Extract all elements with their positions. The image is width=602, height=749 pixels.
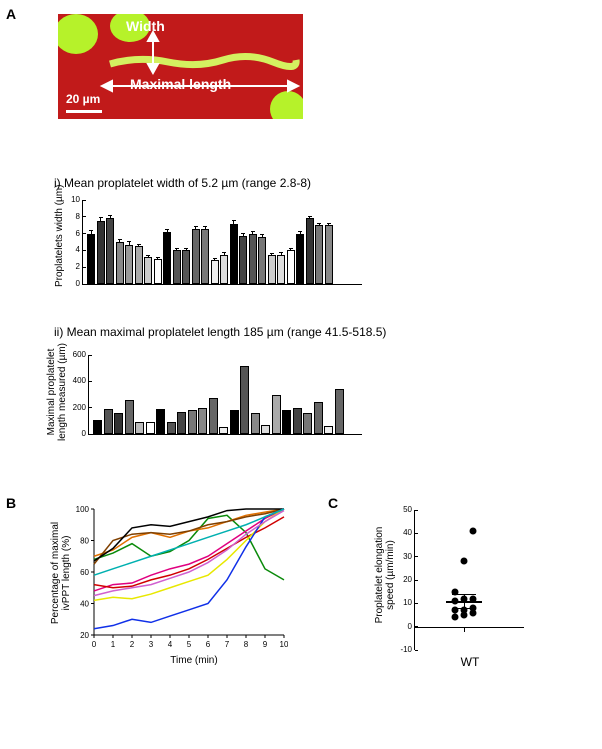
bar <box>135 246 143 284</box>
bar <box>230 410 239 434</box>
svg-text:6: 6 <box>206 640 211 649</box>
svg-text:0: 0 <box>92 640 97 649</box>
bar <box>282 410 291 434</box>
chart-c-area: -1001020304050 <box>414 510 524 650</box>
scale-label: 20 µm <box>66 92 100 106</box>
bar <box>201 229 209 284</box>
bar <box>277 255 285 284</box>
bar <box>144 257 152 284</box>
bar <box>87 234 95 284</box>
bar <box>287 250 295 284</box>
chart-ii: Maximal proplatelet length measured (µm)… <box>58 350 368 445</box>
chart-b-svg: 20 40 60 80 100 0 1 2 3 4 5 6 7 8 9 10 <box>58 505 288 655</box>
svg-text:7: 7 <box>225 640 230 649</box>
data-point <box>452 614 459 621</box>
svg-text:9: 9 <box>263 640 268 649</box>
bar <box>315 225 323 284</box>
bar <box>240 366 249 434</box>
bar <box>114 413 123 434</box>
chart-c: Proplatelet elongation speed (µm/min) -1… <box>380 505 550 670</box>
svg-text:1: 1 <box>111 640 116 649</box>
bar <box>219 427 228 434</box>
chart-ii-ylabel: Maximal proplatelet length measured (µm) <box>46 342 68 442</box>
chart-b: Percentage of maximal ivPPT length (%) T… <box>58 505 288 670</box>
panel-label-c: C <box>328 495 338 511</box>
bar <box>125 245 133 284</box>
bar <box>177 412 186 434</box>
chart-ii-title: ii) Mean maximal proplatelet length 185 … <box>54 325 386 339</box>
bar <box>135 422 144 434</box>
chart-i-ylabel: Proplatelets width (µm) <box>54 187 65 287</box>
svg-text:80: 80 <box>80 537 89 546</box>
bar <box>182 250 190 284</box>
chart-c-xlabel: WT <box>440 655 500 669</box>
svg-text:10: 10 <box>280 640 288 649</box>
maxlen-label: Maximal length <box>130 76 231 92</box>
svg-text:3: 3 <box>149 640 154 649</box>
bar <box>173 250 181 284</box>
scalebar-line <box>66 110 102 113</box>
scalebar: 20 µm <box>66 90 102 113</box>
bar <box>272 395 281 435</box>
chart-i-bars: 0246810 <box>82 200 362 285</box>
bar <box>116 242 124 284</box>
bar <box>97 221 105 284</box>
bar <box>306 218 314 284</box>
svg-text:8: 8 <box>244 640 249 649</box>
bar <box>93 420 102 434</box>
data-point <box>470 528 477 535</box>
bar <box>230 224 238 284</box>
svg-text:2: 2 <box>130 640 135 649</box>
bar <box>325 225 333 284</box>
bar <box>261 425 270 434</box>
bar <box>220 255 228 284</box>
data-point <box>461 558 468 565</box>
panel-label-a: A <box>6 6 16 22</box>
bar <box>192 229 200 284</box>
bar <box>146 422 155 434</box>
svg-text:60: 60 <box>80 568 89 577</box>
bar <box>268 255 276 284</box>
chart-b-xlabel: Time (min) <box>144 655 244 666</box>
chart-c-ylabel: Proplatelet elongation speed (µm/min) <box>374 500 396 650</box>
bar <box>104 409 113 434</box>
svg-text:4: 4 <box>168 640 173 649</box>
bar <box>293 408 302 434</box>
bar <box>167 422 176 434</box>
bar <box>314 402 323 434</box>
chart-i: Proplatelets width (µm) 0246810 <box>58 195 368 295</box>
svg-text:5: 5 <box>187 640 192 649</box>
svg-text:40: 40 <box>80 600 89 609</box>
bar <box>324 426 333 434</box>
svg-text:100: 100 <box>76 505 90 514</box>
bar <box>296 234 304 284</box>
bar <box>303 413 312 434</box>
bar <box>125 400 134 434</box>
chart-i-title: i) Mean proplatelet width of 5.2 µm (ran… <box>54 176 311 190</box>
bar <box>154 259 162 284</box>
bar <box>251 413 260 434</box>
micrograph: Width Maximal length 20 µm <box>58 14 303 119</box>
chart-ii-bars: 0200400600 <box>88 355 362 435</box>
bar <box>163 232 171 284</box>
width-label: Width <box>126 18 165 34</box>
panel-label-b: B <box>6 495 16 511</box>
svg-text:20: 20 <box>80 631 89 640</box>
bar <box>249 234 257 284</box>
bar <box>209 398 218 434</box>
bar <box>188 410 197 434</box>
bar <box>239 236 247 284</box>
bar <box>106 218 114 284</box>
bar <box>211 260 219 284</box>
bar <box>198 408 207 434</box>
bar <box>258 237 266 284</box>
bar <box>335 389 344 434</box>
bar <box>156 409 165 434</box>
